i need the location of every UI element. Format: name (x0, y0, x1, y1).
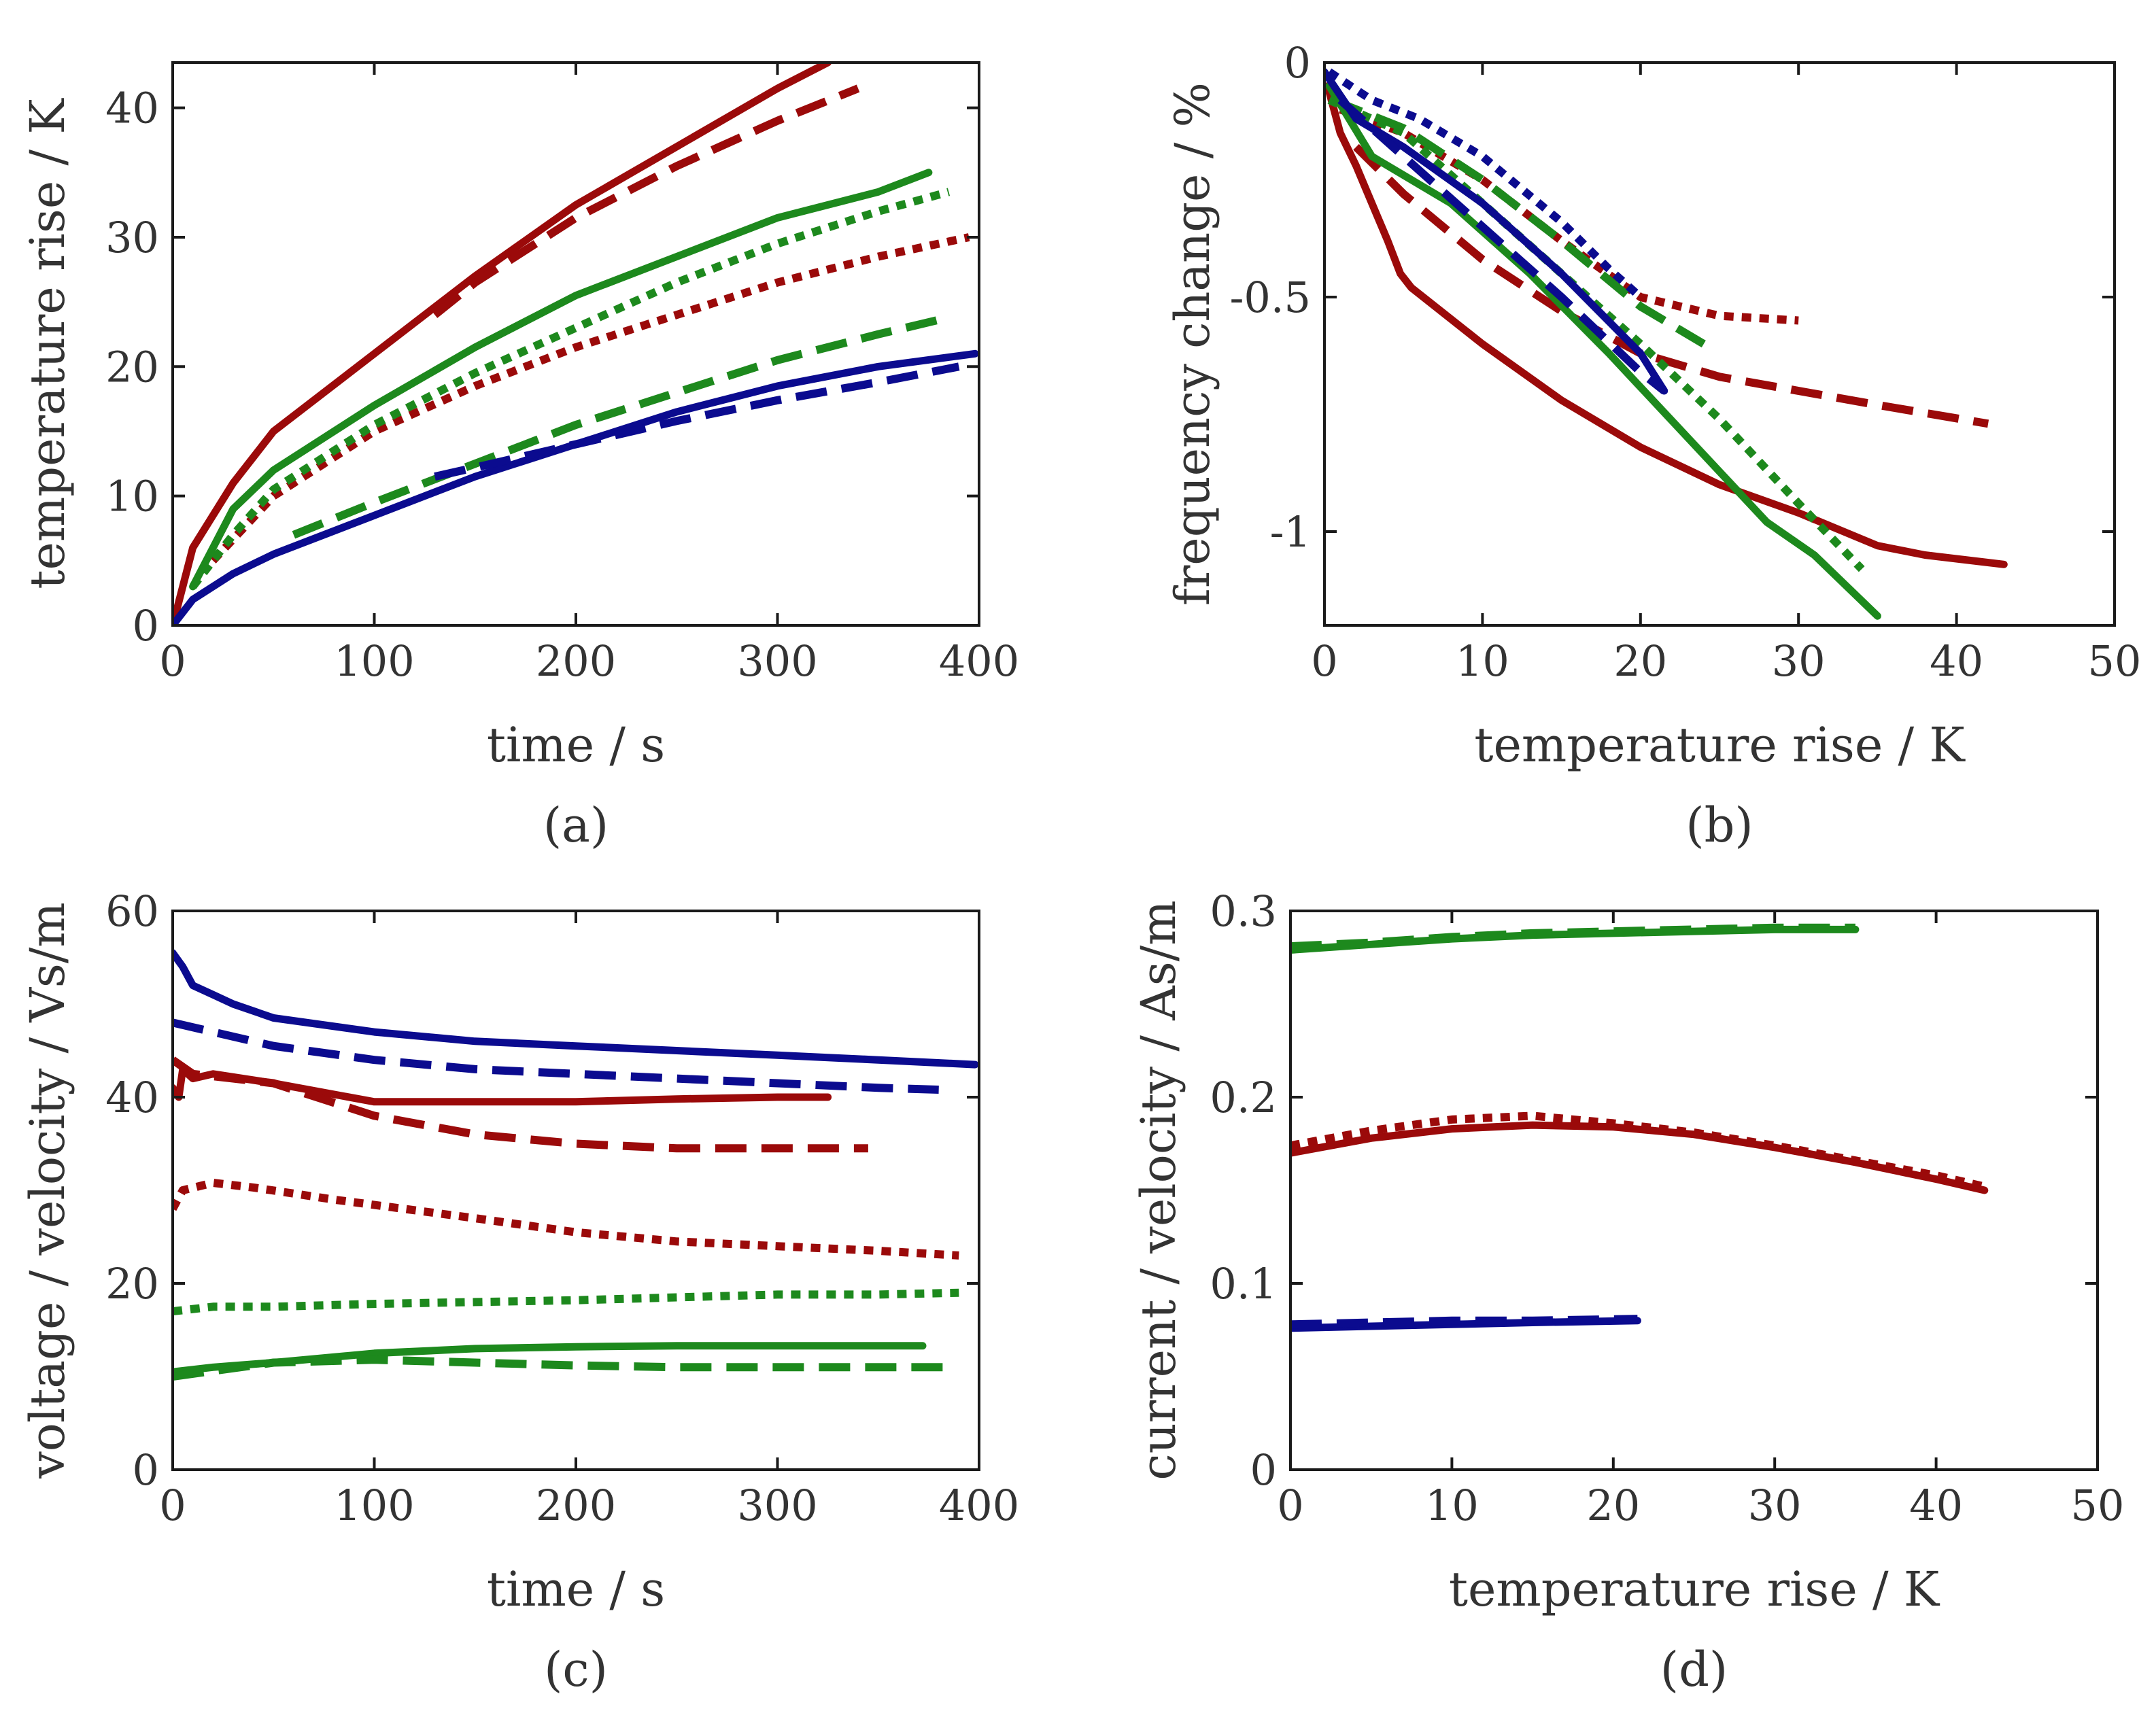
x-tick-label: 40 (1909, 1481, 1963, 1530)
series-red-solid (173, 1065, 832, 1106)
y-tick-label: 20 (105, 1259, 159, 1309)
x-tick-label: 10 (1456, 636, 1509, 686)
x-tick-label: 100 (334, 1481, 414, 1530)
series-blue-dashed (173, 1018, 939, 1094)
series-blue-solid (173, 349, 979, 625)
x-tick-label: 20 (1586, 1481, 1640, 1530)
series-green-solid (1325, 82, 1881, 620)
x-axis-label: temperature rise / K (1474, 717, 1966, 773)
y-tick-label: -1 (1270, 507, 1311, 557)
series-red-dashed (173, 1056, 868, 1153)
y-tick-label: 0.2 (1210, 1073, 1277, 1122)
panel-caption: (b) (1686, 797, 1753, 853)
x-tick-label: 50 (2088, 636, 2142, 686)
series-green-dotted (189, 188, 951, 589)
series-group (173, 949, 979, 1381)
x-tick-label: 200 (536, 636, 616, 686)
x-tick-label: 0 (1277, 1481, 1303, 1530)
series-red-solid (173, 63, 832, 625)
x-tick-label: 20 (1613, 636, 1667, 686)
series-red-dotted (173, 1179, 959, 1260)
panel-c: 0 100 200 300 400 0 20 40 60 time / s voltage / ve… (20, 886, 1019, 1697)
x-tick-label: 0 (159, 636, 186, 686)
y-tick-label: 0 (133, 1445, 159, 1495)
panel-d: 0 10 20 30 40 50 0 0.1 0.2 0.3 temperature rise / … (1131, 886, 2124, 1697)
series-green-dashed (173, 1355, 955, 1381)
y-tick-label: 0.1 (1210, 1259, 1277, 1309)
panel-caption: (a) (543, 797, 609, 853)
series-green-dotted (173, 1288, 959, 1316)
y-tick-label: 0 (133, 601, 159, 651)
series-group (1290, 923, 1989, 1332)
series-green-dashed (1331, 96, 1706, 348)
series-green-solid (189, 169, 933, 591)
series-green-dotted (1327, 96, 1865, 572)
panel-a: 0 100 200 300 400 0 10 20 30 40 time / s temperatur… (20, 61, 1019, 853)
y-tick-label: 10 (105, 472, 159, 521)
x-tick-label: 50 (2071, 1481, 2125, 1530)
y-tick-label: -0.5 (1229, 273, 1311, 322)
y-tick-label: 40 (105, 1073, 159, 1122)
x-axis-label: temperature rise / K (1449, 1561, 1940, 1617)
y-tick-label: 30 (105, 213, 159, 262)
series-green-dashed (1290, 923, 1855, 951)
series-blue-dotted (1327, 68, 1643, 300)
x-tick-label: 40 (1930, 636, 1983, 686)
y-axis-label: voltage / velocity / Vs/m (20, 902, 75, 1479)
x-tick-label: 30 (1772, 636, 1826, 686)
x-tick-label: 0 (159, 1481, 186, 1530)
series-blue-dashed (434, 362, 960, 481)
x-tick-label: 200 (536, 1481, 616, 1530)
y-tick-label: 0 (1250, 1445, 1277, 1495)
series-red-dashed (1353, 143, 1989, 428)
y-tick-label: 0.3 (1210, 886, 1277, 936)
y-tick-label: 0 (1284, 38, 1311, 88)
series-group (1324, 68, 2008, 620)
series-blue-solid (173, 949, 979, 1069)
y-tick-label: 40 (105, 84, 159, 133)
x-tick-label: 300 (737, 636, 817, 686)
y-axis-label: frequency change / % (1165, 82, 1220, 606)
panel-caption: (c) (544, 1642, 608, 1697)
x-tick-label: 400 (939, 1481, 1019, 1530)
series-green-dashed (292, 313, 950, 539)
series-red-solid (1324, 82, 2008, 568)
y-axis-label: current / velocity / As/m (1131, 900, 1186, 1480)
panel-caption: (d) (1660, 1642, 1728, 1697)
x-tick-label: 30 (1748, 1481, 1802, 1530)
series-red-solid (1290, 1121, 1989, 1194)
x-axis-label: time / s (487, 1561, 665, 1617)
x-tick-label: 100 (334, 636, 414, 686)
series-blue-dashed (1290, 1315, 1638, 1329)
x-tick-label: 10 (1425, 1481, 1479, 1530)
series-blue-dashed (1337, 97, 1667, 394)
x-tick-label: 0 (1311, 636, 1337, 686)
y-tick-label: 60 (105, 886, 159, 936)
y-axis-label: temperature rise / K (20, 98, 75, 589)
axes-box (1289, 910, 2099, 1471)
x-tick-label: 400 (939, 636, 1019, 686)
series-red-dotted (209, 233, 970, 564)
x-axis-label: time / s (487, 717, 665, 773)
axes-box (1323, 61, 2116, 627)
y-tick-label: 20 (105, 342, 159, 392)
series-group (173, 63, 979, 625)
x-tick-label: 300 (737, 1481, 817, 1530)
panel-b: 0 10 20 30 40 50 -1 -0.5 0 temperature rise / K fr… (1165, 38, 2141, 853)
